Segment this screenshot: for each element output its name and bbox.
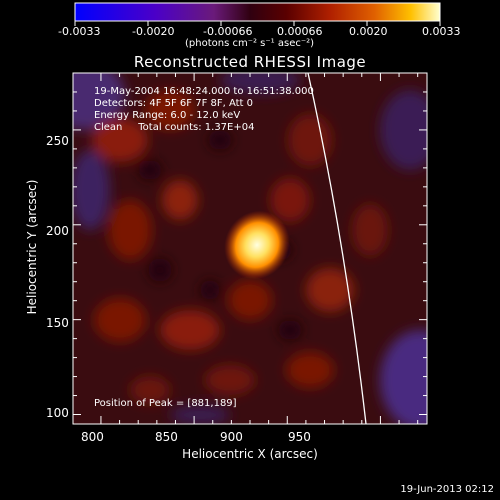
solar-limb-arc: [307, 73, 367, 424]
peak-position-text: Position of Peak = [881,189]: [94, 398, 237, 409]
colorbar: [74, 2, 441, 26]
y-tick-label: 250: [46, 134, 69, 148]
colorbar-gradient: [74, 2, 441, 22]
colorbar-tick-label: -0.0020: [132, 25, 175, 38]
x-tick-label: 800: [81, 430, 104, 444]
x-tick-label: 900: [220, 430, 243, 444]
colorbar-tick-label: -0.00066: [203, 25, 253, 38]
colorbar-tick-label: 0.00066: [277, 25, 323, 38]
colorbar-tick-label: -0.0033: [58, 25, 101, 38]
colorbar-unit-label: (photons cm⁻² s⁻¹ asec⁻²): [185, 38, 315, 49]
render-timestamp: 19-Jun-2013 02:12: [400, 484, 494, 495]
y-tick-label: 200: [46, 224, 69, 238]
x-tick-label: 950: [288, 430, 311, 444]
colorbar-tick-label: 0.0033: [422, 25, 461, 38]
energy-range-info: Energy Range: 6.0 - 12.0 keV: [94, 110, 241, 121]
emission-peak: [224, 210, 290, 280]
x-axis-label: Heliocentric X (arcsec): [182, 447, 318, 461]
plot-title: Reconstructed RHESSI Image: [133, 53, 367, 71]
emission-field: [73, 73, 427, 424]
x-tick-label: 850: [155, 430, 178, 444]
colorbar-tick-label: 0.0020: [349, 25, 388, 38]
observation-time-range: 19-May-2004 16:48:24.000 to 16:51:38.000: [94, 86, 314, 97]
y-tick-label: 100: [46, 406, 69, 420]
y-tick-label: 150: [46, 316, 69, 330]
detectors-info: Detectors: 4F 5F 6F 7F 8F, Att 0: [94, 98, 254, 109]
clean-total-counts-info: Clean Total counts: 1.37E+04: [94, 122, 255, 133]
y-axis-label: Heliocentric Y (arcsec): [25, 179, 39, 315]
